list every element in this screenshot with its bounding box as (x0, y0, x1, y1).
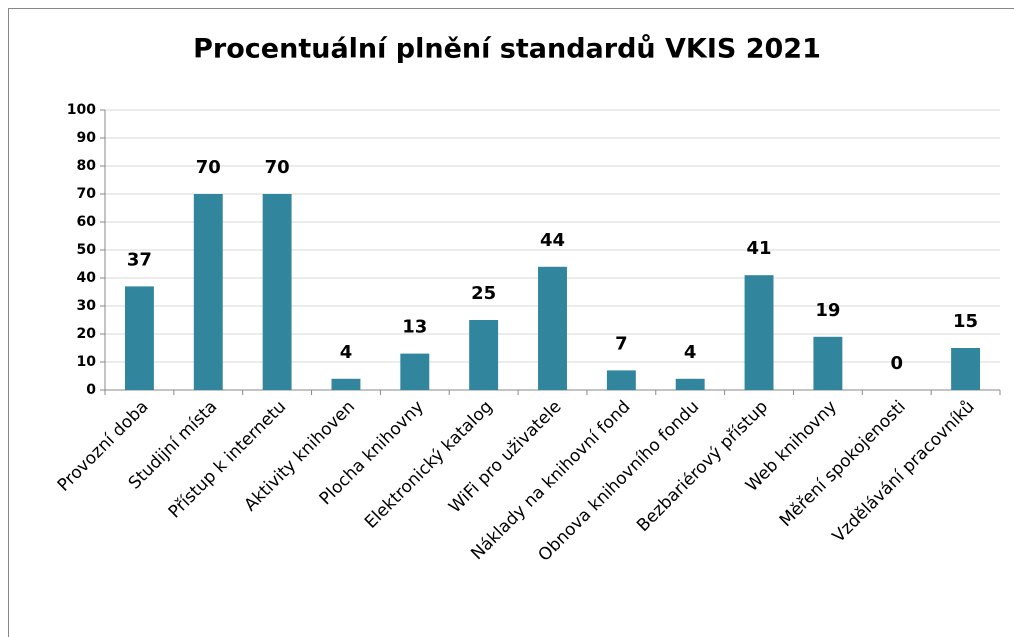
data-label: 15 (953, 311, 978, 332)
bar (124, 286, 154, 390)
bar (262, 194, 292, 390)
bar (538, 266, 567, 390)
data-label: 13 (402, 317, 427, 338)
y-tick-label: 30 (77, 298, 97, 314)
data-label: 4 (340, 342, 353, 363)
y-tick-label: 10 (77, 354, 97, 370)
y-tick-label: 90 (77, 130, 97, 146)
y-tick-label: 20 (77, 326, 97, 342)
y-tick-label: 40 (77, 270, 97, 286)
bar (331, 378, 361, 390)
data-label: 70 (265, 157, 290, 178)
data-label: 7 (615, 333, 628, 354)
data-label: 25 (471, 283, 496, 304)
bar (951, 348, 981, 390)
bar (193, 194, 223, 390)
data-label: 4 (684, 342, 697, 363)
bar (469, 320, 499, 390)
bar (675, 378, 705, 390)
data-label: 44 (540, 230, 565, 251)
y-tick-label: 100 (67, 102, 96, 118)
data-label: 19 (815, 300, 840, 321)
y-tick-label: 80 (77, 158, 97, 174)
bar (813, 336, 843, 390)
chart-title: Procentuální plnění standardů VKIS 2021 (193, 34, 821, 65)
y-tick-label: 70 (77, 186, 97, 202)
y-tick-label: 50 (77, 242, 97, 258)
y-tick-label: 60 (77, 214, 97, 230)
data-label: 37 (127, 249, 152, 270)
data-label: 0 (890, 353, 903, 374)
data-label: 41 (747, 238, 772, 259)
bar (400, 353, 430, 390)
chart-frame (8, 8, 1014, 637)
bar (744, 275, 774, 390)
y-tick-label: 0 (86, 382, 96, 398)
bar (606, 370, 636, 390)
data-label: 70 (196, 157, 221, 178)
